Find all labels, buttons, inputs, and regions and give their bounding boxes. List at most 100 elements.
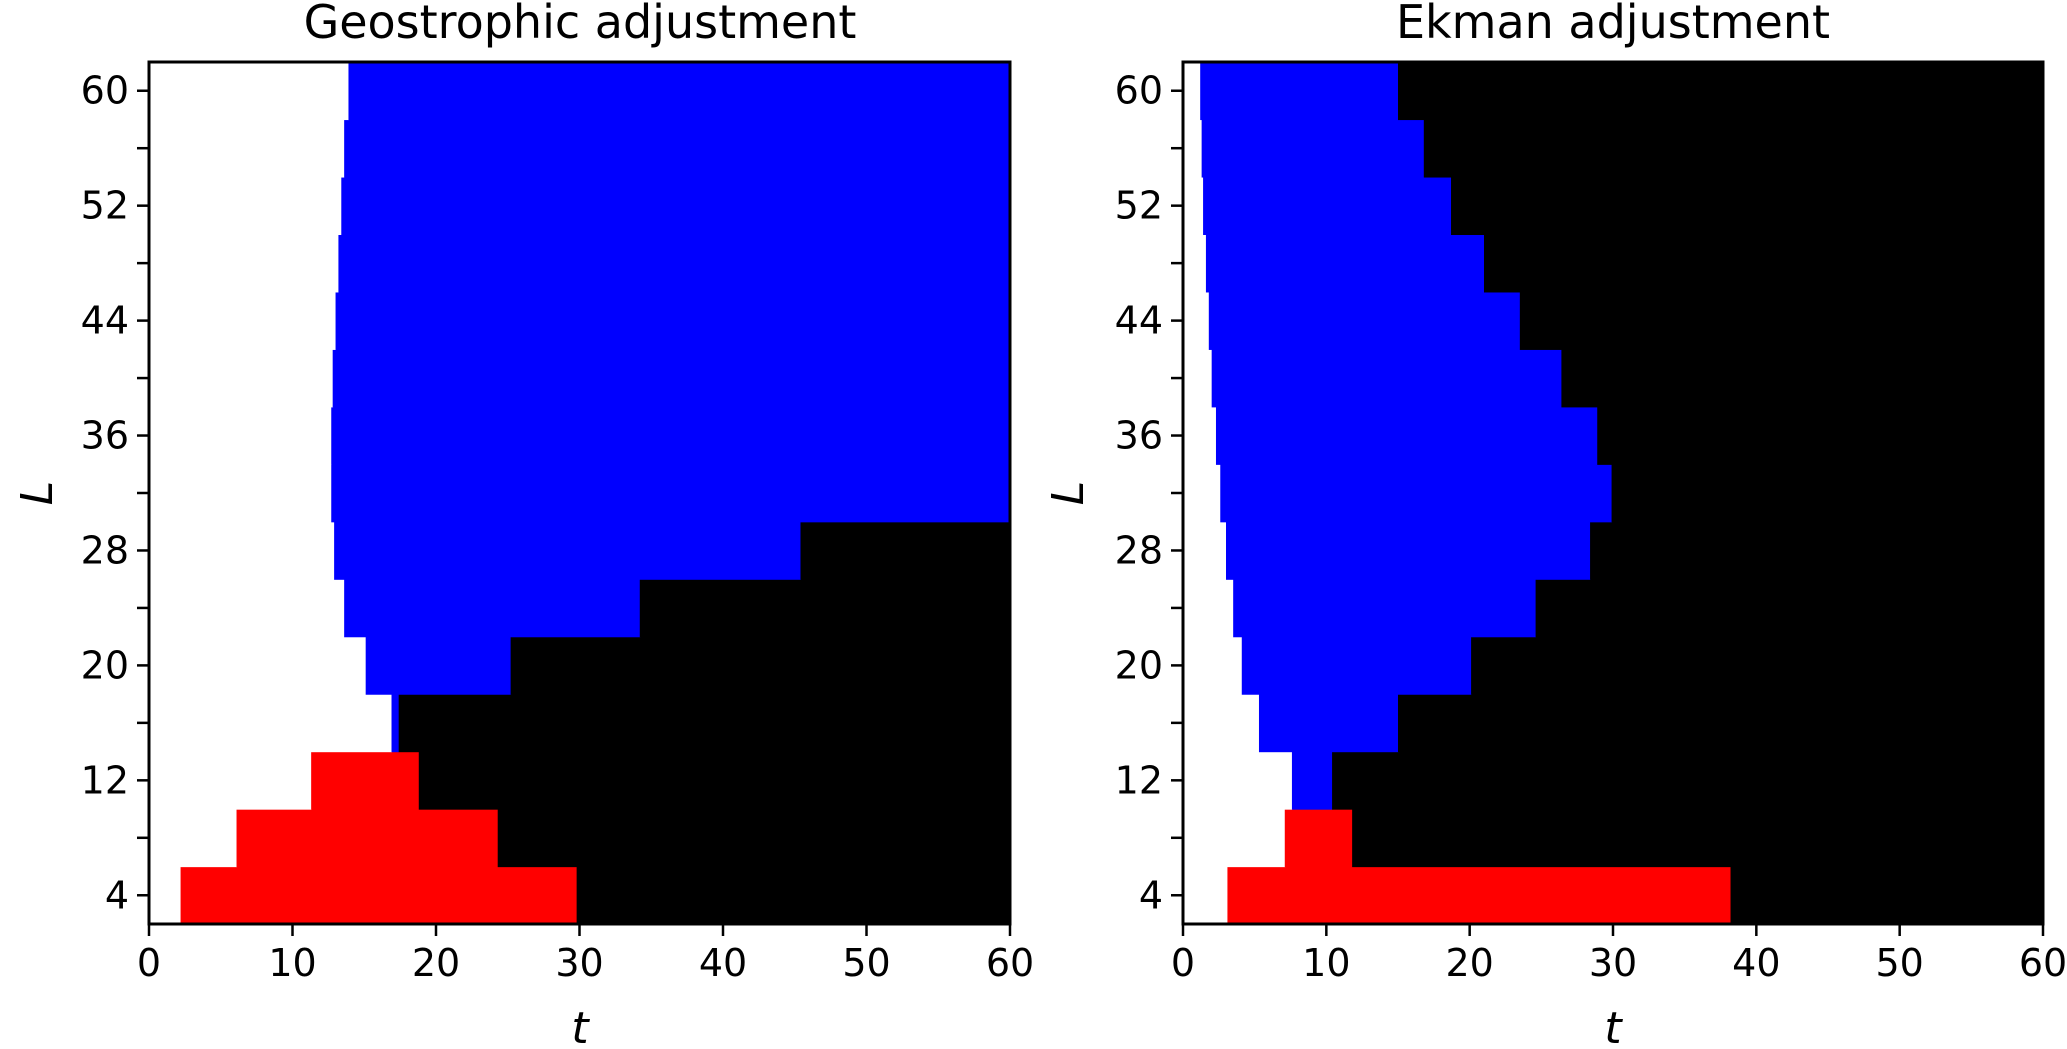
geostrophic-cell-white-L60 <box>149 62 350 121</box>
geostrophic-x-tick-label-20: 20 <box>412 941 460 985</box>
ekman-cell-white-L36 <box>1183 406 1217 465</box>
ekman-cell-white-L56 <box>1183 119 1203 178</box>
ekman-cell-white-L4 <box>1183 866 1229 925</box>
ekman-y-tick-label-60: 60 <box>1115 69 1163 113</box>
ekman-cell-white-L48 <box>1183 234 1207 293</box>
ekman-cell-blue-L52 <box>1203 176 1452 235</box>
ekman-cell-blue-L12 <box>1291 751 1333 810</box>
geostrophic-y-tick-label-4: 4 <box>105 873 129 917</box>
ekman-y-tick-label-44: 44 <box>1115 299 1163 343</box>
ekman-x-tick-label-50: 50 <box>1875 941 1923 985</box>
geostrophic-cell-white-L56 <box>149 119 345 178</box>
ekman-cell-red-L4 <box>1227 866 1732 925</box>
geostrophic-title: Geostrophic adjustment <box>304 0 857 49</box>
panel-geostrophic: 0 10 20 30 40 50 60 4 12 20 28 36 44 52 60 Geostrophic… <box>12 0 1034 1049</box>
geostrophic-y-tick-label-28: 28 <box>81 528 129 572</box>
ekman-cell-blue-L40 <box>1211 349 1562 408</box>
ekman-y-tick-label-52: 52 <box>1115 184 1163 228</box>
geostrophic-y-axis-label: L <box>12 481 63 506</box>
geostrophic-cell-blue-L32 <box>331 464 1011 523</box>
ekman-cell-white-L32 <box>1183 464 1221 523</box>
ekman-title: Ekman adjustment <box>1396 0 1830 49</box>
geostrophic-x-axis-label: t <box>571 1003 590 1049</box>
ekman-cell-white-L40 <box>1183 349 1213 408</box>
ekman-cell-blue-L44 <box>1208 291 1521 350</box>
ekman-cell-blue-L32 <box>1220 464 1613 523</box>
geostrophic-cell-red-L8 <box>236 809 499 868</box>
ekman-cell-black-L20 <box>1471 636 2044 695</box>
geostrophic-cell-blue-L16 <box>391 694 400 753</box>
geostrophic-cell-white-L36 <box>149 406 332 465</box>
geostrophic-cell-blue-L20 <box>365 636 512 695</box>
geostrophic-x-tick-label-10: 10 <box>268 941 316 985</box>
geostrophic-cell-white-L8 <box>149 809 238 868</box>
geostrophic-cell-black-L16 <box>398 694 1011 753</box>
geostrophic-x-tick-label-40: 40 <box>699 941 747 985</box>
geostrophic-y-tick-label-20: 20 <box>81 643 129 687</box>
ekman-cell-blue-L60 <box>1200 62 1399 121</box>
ekman-cell-white-L60 <box>1183 62 1201 121</box>
geostrophic-ticks: 0 10 20 30 40 50 60 4 12 20 28 36 44 52 60 <box>81 69 1035 985</box>
geostrophic-cell-blue-L40 <box>332 349 1011 408</box>
geostrophic-cell-white-L24 <box>149 579 345 638</box>
ekman-cell-black-L52 <box>1451 176 2044 235</box>
geostrophic-cell-red-L12 <box>311 751 420 810</box>
ekman-cell-black-L8 <box>1352 809 2044 868</box>
ekman-y-axis-label: L <box>1043 481 1094 506</box>
ekman-y-tick-label-20: 20 <box>1115 643 1163 687</box>
geostrophic-y-tick-label-36: 36 <box>81 414 129 458</box>
geostrophic-cell-blue-L56 <box>344 119 1011 178</box>
ekman-cell-black-L60 <box>1398 62 2044 121</box>
geostrophic-cell-blue-L28 <box>334 521 802 580</box>
geostrophic-y-tick-label-60: 60 <box>81 69 129 113</box>
ekman-cell-black-L28 <box>1590 521 2044 580</box>
ekman-y-tick-label-4: 4 <box>1139 873 1163 917</box>
geostrophic-cell-black-L20 <box>510 636 1011 695</box>
geostrophic-cell-blue-L60 <box>348 62 1011 121</box>
ekman-cell-black-L24 <box>1535 579 2044 638</box>
ekman-cell-blue-L16 <box>1258 694 1399 753</box>
geostrophic-cell-blue-L52 <box>341 176 1011 235</box>
ekman-ticks: 0 10 20 30 40 50 60 4 12 20 28 36 44 52 60 <box>1115 69 2067 985</box>
geostrophic-cell-white-L28 <box>149 521 335 580</box>
geostrophic-cells <box>149 62 1011 925</box>
ekman-cell-red-L8 <box>1284 809 1353 868</box>
geostrophic-x-tick-label-30: 30 <box>555 941 603 985</box>
ekman-x-tick-label-40: 40 <box>1732 941 1780 985</box>
geostrophic-cell-blue-L24 <box>344 579 641 638</box>
ekman-cell-black-L44 <box>1519 291 2044 350</box>
ekman-y-tick-label-28: 28 <box>1115 528 1163 572</box>
ekman-cell-blue-L20 <box>1241 636 1472 695</box>
geostrophic-y-tick-label-12: 12 <box>81 758 129 802</box>
geostrophic-cell-white-L16 <box>149 694 393 753</box>
geostrophic-cell-blue-L36 <box>331 406 1011 465</box>
ekman-cell-white-L12 <box>1183 751 1293 810</box>
ekman-cell-black-L32 <box>1611 464 2044 523</box>
geostrophic-y-tick-label-44: 44 <box>81 299 129 343</box>
ekman-cell-black-L12 <box>1332 751 2044 810</box>
ekman-cell-black-L40 <box>1561 349 2044 408</box>
ekman-cell-white-L52 <box>1183 176 1204 235</box>
geostrophic-cell-white-L4 <box>149 866 182 925</box>
ekman-cell-blue-L36 <box>1215 406 1598 465</box>
ekman-cell-white-L28 <box>1183 521 1227 580</box>
geostrophic-x-tick-label-50: 50 <box>842 941 890 985</box>
ekman-x-axis-label: t <box>1604 1003 1623 1049</box>
ekman-cell-white-L24 <box>1183 579 1234 638</box>
ekman-cell-blue-L48 <box>1205 234 1485 293</box>
ekman-cell-blue-L24 <box>1233 579 1537 638</box>
geostrophic-cell-white-L52 <box>149 176 342 235</box>
ekman-x-tick-label-0: 0 <box>1171 941 1195 985</box>
ekman-x-tick-label-30: 30 <box>1589 941 1637 985</box>
ekman-x-tick-label-10: 10 <box>1302 941 1350 985</box>
geostrophic-x-tick-label-0: 0 <box>137 941 161 985</box>
ekman-cell-black-L4 <box>1730 866 2044 925</box>
panel-ekman: 0 10 20 30 40 50 60 4 12 20 28 36 44 52 60 Ekman adjus… <box>1043 0 2067 1049</box>
geostrophic-cell-blue-L48 <box>338 234 1011 293</box>
ekman-cell-white-L16 <box>1183 694 1260 753</box>
geostrophic-y-tick-label-52: 52 <box>81 184 129 228</box>
geostrophic-cell-white-L40 <box>149 349 334 408</box>
ekman-cell-blue-L56 <box>1201 119 1425 178</box>
geostrophic-cell-red-L4 <box>180 866 578 925</box>
